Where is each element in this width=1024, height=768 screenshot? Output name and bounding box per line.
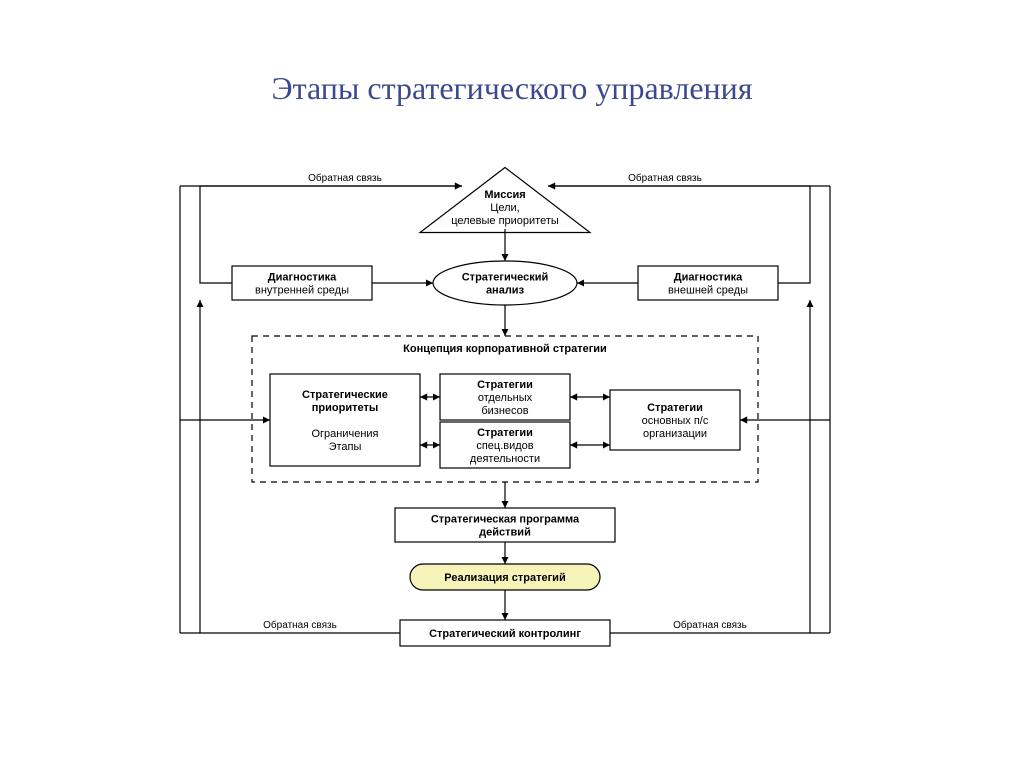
node-program-line1: действий [479,527,531,539]
node-strat_org-line0: Стратегии [647,402,703,414]
edge-label: Обратная связь [263,619,337,631]
node-prior-line0: Стратегические [302,389,388,401]
node-strat_spec-line2: деятельности [470,453,540,465]
node-analysis-line0: Стратегический [462,272,549,284]
node-realize-line0: Реализация стратегий [444,572,565,584]
node-strat_spec-line0: Стратегии [477,427,533,439]
node-diag_ext-line1: внешней среды [668,285,748,297]
node-mission-line1: Цели, [490,202,520,214]
node-strat_org: Стратегииосновных п/сорганизации [610,390,740,450]
node-prior-line4: Этапы [329,441,362,453]
node-prior-line1: приоритеты [312,402,378,414]
node-strat_biz-line2: бизнесов [481,405,528,417]
node-control: Стратегический контролинг [400,620,610,646]
node-program-line0: Стратегическая программа [431,514,580,526]
node-strat_spec-line1: спец.видов [476,440,533,452]
node-strat_org-line1: основных п/с [642,415,709,427]
concept-title: Концепция корпоративной стратегии [403,343,607,355]
node-mission-line2: целевые приоритеты [451,215,559,227]
edge-label: Обратная связь [673,619,747,631]
node-diag_ext: Диагностикавнешней среды [638,266,778,300]
node-mission: МиссияЦели,целевые приоритеты [420,168,590,233]
node-strat_org-line2: организации [643,428,707,440]
node-diag_int-line0: Диагностика [268,272,337,284]
edge-label: Обратная связь [308,172,382,184]
flowchart-diagram: МиссияЦели,целевые приоритеты Стратегичес… [0,0,1024,768]
node-prior: Стратегическиеприоритеты ОграниченияЭтапы [270,374,420,466]
node-strat_biz-line0: Стратегии [477,379,533,391]
node-strat_biz-line1: отдельных [478,392,533,404]
node-control-line0: Стратегический контролинг [429,628,581,640]
node-mission-line0: Миссия [484,189,525,201]
edge-label: Обратная связь [628,172,702,184]
node-realize: Реализация стратегий [410,564,600,590]
node-strat_biz: Стратегииотдельныхбизнесов [440,374,570,420]
node-analysis: Стратегическийанализ [433,261,577,305]
node-diag_ext-line0: Диагностика [674,272,743,284]
node-program: Стратегическая программадействий [395,508,615,542]
node-strat_spec: Стратегииспец.видовдеятельности [440,422,570,468]
node-prior-line3: Ограничения [311,428,378,440]
node-analysis-line1: анализ [486,285,525,297]
node-diag_int-line1: внутренней среды [255,285,349,297]
node-diag_int: Диагностикавнутренней среды [232,266,372,300]
